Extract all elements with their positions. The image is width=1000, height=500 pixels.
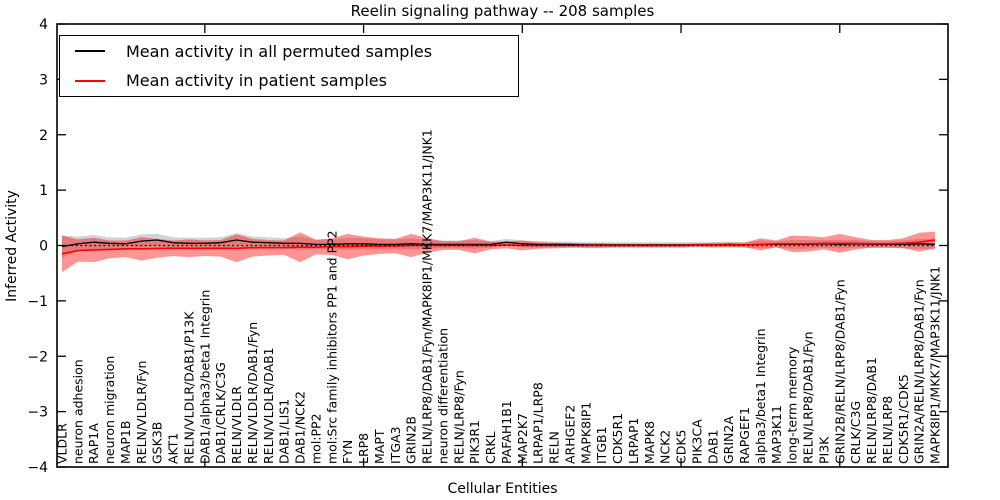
x-category-label: RELN/LRP8 [880,396,895,464]
y-tick-label: 2 [39,128,48,144]
x-category-label: RELN/VLDLR/DAB1/P13K [182,311,197,464]
y-tick-label: 4 [39,17,48,33]
x-category-label: MAPK8 [642,421,657,464]
x-category-label: CRKL [483,431,498,464]
x-category-label: RAP1A [86,423,101,464]
x-category-label: FYN [340,440,355,464]
x-category-label: LRP8 [356,433,371,464]
x-category-label: ITGA3 [388,426,403,464]
legend-item-permuted: Mean activity in all permuted samples [60,37,518,66]
x-category-label: RELN/VLDLR/Fyn [134,361,149,464]
y-tick-label: −4 [27,460,48,476]
x-category-label: RELN/VLDLR [229,386,244,464]
x-category-label: MAP2K7 [515,413,530,464]
x-category-label: PIK3R1 [467,420,482,464]
x-category-label: DAB1/alpha3/beta1 Integrin [197,290,212,464]
patient-line-swatch [75,79,105,82]
x-category-label: PAFAH1B1 [499,400,514,464]
x-category-label: VLDLR [55,423,70,464]
x-category-label: MAP3K11 [769,405,784,464]
x-category-label: DAB1/NCK2 [293,391,308,464]
x-category-label: RELN [547,431,562,464]
y-tick-label: 1 [39,183,48,199]
x-category-label: neuron adhesion [70,359,85,464]
x-category-label: LRPAP1 [626,418,641,464]
x-category-label: DAB1 [705,430,720,465]
legend: Mean activity in all permuted samples Me… [59,35,519,97]
x-category-label: CDK5R1 [610,413,625,464]
x-category-label: GSK3B [150,422,165,464]
x-category-label: neuron differentiation [435,328,450,464]
x-category-label: CRLK/C3G [848,401,863,464]
x-category-label: alpha3/beta1 Integrin [753,328,768,464]
chart-title: Reelin signaling pathway -- 208 samples [350,2,655,20]
x-category-label: GRIN2B/RELN/LRP8/DAB1/Fyn [832,279,847,464]
x-category-label: GRIN2A [721,416,736,464]
x-category-label: RELN/LRP8/DAB1/Fyn [801,331,816,464]
x-category-label: LRPAP1/LRP8 [531,382,546,464]
x-category-label: PI3K [816,436,831,464]
x-category-label: MAPK8IP1/MKK7/MAP3K11/JNK1 [928,266,943,464]
x-category-label: CDK5 [674,429,689,464]
x-category-label: MAPT [372,429,387,464]
x-category-label: neuron migration [102,356,117,464]
permuted-line-swatch [75,50,105,53]
x-category-label: ARHGEF2 [562,405,577,464]
x-category-label: MAPK8IP1 [578,402,593,464]
x-category-label: RAPGEF1 [737,407,752,464]
x-category-label: RELN/LRP8/DAB1/Fyn/MAPK8IP1/MKK7/MAP3K11… [420,129,435,464]
x-axis-label: Cellular Entities [447,481,558,497]
patient-mean-line [61,239,936,255]
legend-label: Mean activity in all permuted samples [126,41,433,61]
y-tick-label: −2 [27,349,48,365]
x-category-label: GRIN2A/RELN/LRP8/DAB1/Fyn [912,279,927,464]
y-tick-label: 0 [39,239,48,255]
x-category-label: RELN/LRP8/Fyn [451,370,466,464]
x-category-label: mol:PP2 [309,413,324,464]
legend-item-patient: Mean activity in patient samples [60,66,518,95]
x-category-label: MAP1B [118,421,133,464]
x-category-label: CDK5R1/CDK5 [896,374,911,464]
x-category-label: DAB1/LIS1 [277,399,292,464]
x-category-label: RELN/VLDLR/DAB1 [261,347,276,464]
x-category-label: GRIN2B [404,416,419,464]
x-category-label: RELN/LRP8/DAB1 [864,357,879,464]
y-tick-label: 3 [39,72,48,88]
legend-label: Mean activity in patient samples [126,71,387,91]
y-tick-label: −1 [27,294,48,310]
patient-samples-std-band [62,231,935,273]
x-category-label: AKT1 [166,433,181,464]
x-category-label: RELN/VLDLR/DAB1/Fyn [245,322,260,464]
x-category-label: DAB1/CRLK/C3G [213,362,228,464]
x-category-label: PIK3CA [689,419,704,464]
x-category-label: NCK2 [658,430,673,464]
x-category-label: long-term memory [785,346,800,464]
y-tick-label: −3 [27,405,48,421]
x-category-label: mol:Src family inhibitors PP1 and PP2 [324,230,339,464]
x-category-label: ITGB1 [594,426,609,464]
